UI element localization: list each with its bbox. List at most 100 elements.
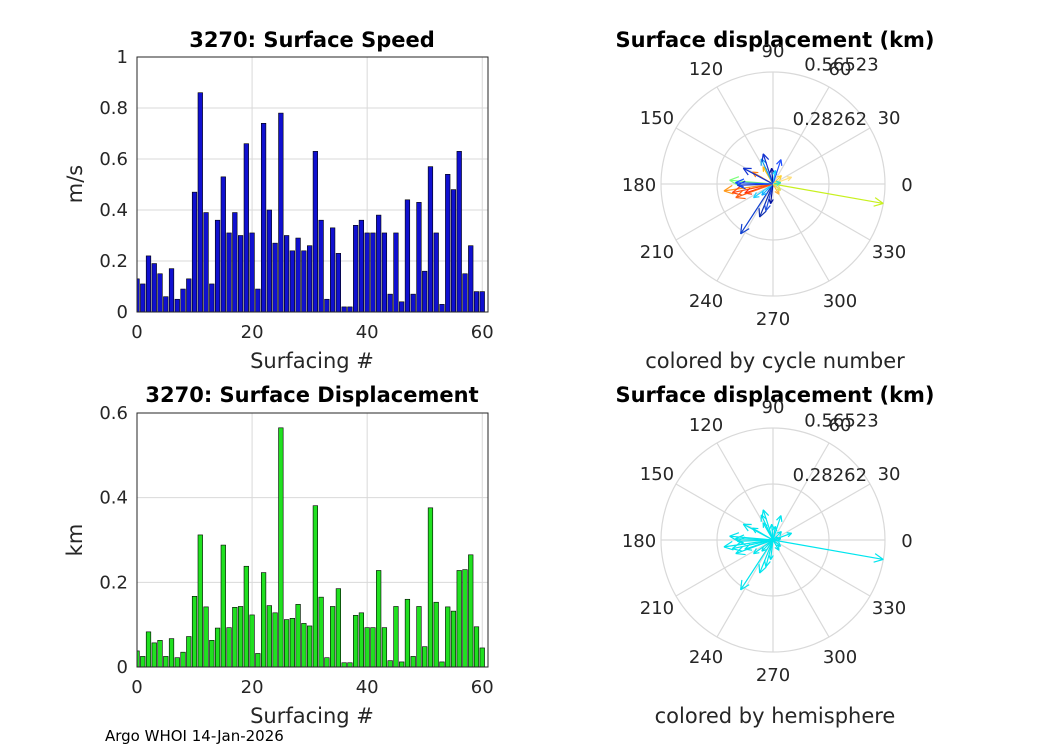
disp-bar: [427, 507, 434, 668]
disp-y-tick-label: 0.2: [99, 572, 128, 593]
polar-cycle-arrow-head: [740, 228, 750, 235]
polar-hemisphere-arrow-head: [740, 584, 750, 591]
polar-cycle-arrow-shaft: [772, 183, 884, 205]
polar-hemisphere-arrow-shaft: [759, 539, 774, 574]
polar-cycle-arrow-shaft: [762, 153, 774, 185]
disp-bar: [307, 625, 313, 668]
polar-hemisphere-angle-label: 180: [622, 531, 656, 552]
polar-hemisphere-arrow-shaft: [762, 509, 774, 541]
polar-hemisphere-angle-label: 30: [878, 464, 901, 485]
polar-cycle-arrow-head: [735, 190, 744, 198]
speed-bar: [324, 298, 330, 313]
polar-hemisphere-arrow-shaft: [735, 539, 774, 555]
polar-hemisphere-arrow: [768, 539, 774, 560]
polar-cycle-arrow-shaft: [753, 183, 774, 199]
disp-bar: [364, 627, 370, 668]
polar-hemisphere-arrow-head: [787, 532, 793, 538]
polar-hemisphere-angle-label: 270: [756, 665, 790, 686]
speed-bar: [439, 304, 445, 313]
polar-cycle-arrow: [772, 159, 783, 185]
polar-hemisphere-arrow-head: [752, 548, 757, 554]
speed-axes-box: [136, 56, 489, 313]
disp-bar: [353, 615, 359, 668]
polar-cycle-arrow-shaft: [742, 167, 774, 185]
polar-cycle-arrow-shaft: [772, 159, 782, 185]
speed-bar: [468, 245, 474, 313]
polar-hemisphere-arrow-shaft: [772, 539, 781, 547]
disp-bar: [404, 598, 411, 668]
disp-bar: [335, 588, 341, 668]
polar-hemisphere-arrow-head: [761, 509, 764, 518]
polar-hemisphere-arrow-head: [740, 579, 743, 590]
polar-hemisphere-arrow-head: [758, 564, 761, 574]
speed-bar: [450, 189, 457, 313]
polar-cycle-angle-label: 330: [872, 242, 906, 263]
speed-bar: [358, 219, 365, 313]
polar-cycle-title: Surface displacement (km): [615, 28, 934, 52]
polar-cycle-angle-label: 120: [689, 59, 723, 80]
speed-bar: [404, 199, 411, 313]
polar-cycle-radial-tick-label: 0.28262: [793, 109, 867, 130]
disp-bar: [272, 612, 278, 668]
disp-bar: [381, 627, 388, 668]
speed-bar: [220, 176, 226, 313]
disp-bar: [324, 657, 330, 668]
polar-cycle-arrow-head: [731, 186, 741, 194]
disp-bar: [209, 640, 215, 668]
speed-y-tick-label: 0: [117, 302, 128, 323]
polar-cycle-arrow-head: [735, 178, 745, 184]
polar-cycle-arrow-head: [765, 205, 771, 212]
polar-hemisphere-arrow-shaft: [732, 539, 774, 550]
speed-bar: [399, 301, 405, 313]
polar-hemisphere-arrow-head: [735, 552, 746, 556]
disp-bar: [186, 636, 192, 668]
disp-bar: [203, 606, 209, 668]
disp-bar: [260, 572, 267, 668]
speed-bar: [410, 293, 416, 313]
disp-bar: [140, 656, 146, 668]
polar-hemisphere-arrow-head: [776, 538, 782, 543]
disp-bar: [243, 565, 249, 668]
polar-cycle-arrow-head: [762, 153, 770, 160]
polar-cycle-arrow-head: [774, 190, 780, 195]
polar-hemisphere-arrow: [735, 539, 774, 556]
disp-bar: [284, 619, 290, 668]
disp-bar: [163, 656, 169, 668]
polar-hemisphere-arrow-head: [732, 548, 743, 552]
disp-bar: [393, 606, 399, 668]
speed-bar: [278, 112, 284, 313]
polar-hemisphere-arrow-head: [735, 534, 745, 540]
disp-bar: [168, 638, 175, 668]
speed-y-tick-label: 0.4: [99, 200, 128, 221]
polar-cycle-arrow-shaft: [765, 183, 774, 211]
speed-bar: [456, 151, 462, 313]
polar-cycle-arrow-shaft: [772, 183, 781, 191]
polar-hemisphere-angle-label: 120: [689, 415, 723, 436]
polar-cycle-arrow-head: [786, 176, 792, 178]
polar-cycle-arrow-head: [768, 198, 772, 204]
polar-hemisphere-arrow: [772, 531, 782, 541]
polar-cycle-arrow: [758, 183, 774, 218]
polar-cycle-arrow-head: [769, 167, 773, 174]
displacement-bar-chart: 3270: Surface Displacement Surfacing # k…: [63, 383, 494, 728]
speed-bar: [364, 232, 370, 313]
polar-hemisphere-arrow-head: [874, 553, 884, 560]
polar-hemisphere-angle-label: 300: [823, 647, 857, 668]
polar-hemisphere-angle-label: 150: [640, 464, 674, 485]
polar-cycle-arrow-shaft: [735, 183, 774, 199]
speed-bar: [237, 235, 244, 313]
disp-bar: [399, 661, 405, 668]
polar-hemisphere-angle-label: 60: [829, 415, 852, 436]
speed-y-tick-label: 0.8: [99, 98, 128, 119]
polar-cycle-arrow-head: [763, 203, 767, 211]
speed-bar-chart: 3270: Surface Speed Surfacing # m/s 0 20 4…: [63, 28, 494, 373]
polar-hemisphere-arrow: [742, 523, 774, 541]
polar-cycle-arrow-shaft: [769, 183, 774, 204]
polar-cycle-arrow: [761, 153, 774, 185]
speed-bar: [197, 92, 203, 313]
polar-hemisphere-title: Surface displacement (km): [615, 383, 934, 407]
polar-cycle-angle-label: 300: [823, 291, 857, 312]
polar-cycle-arrow-head: [752, 192, 757, 198]
speed-bar: [163, 296, 169, 313]
speed-bar: [445, 174, 451, 313]
